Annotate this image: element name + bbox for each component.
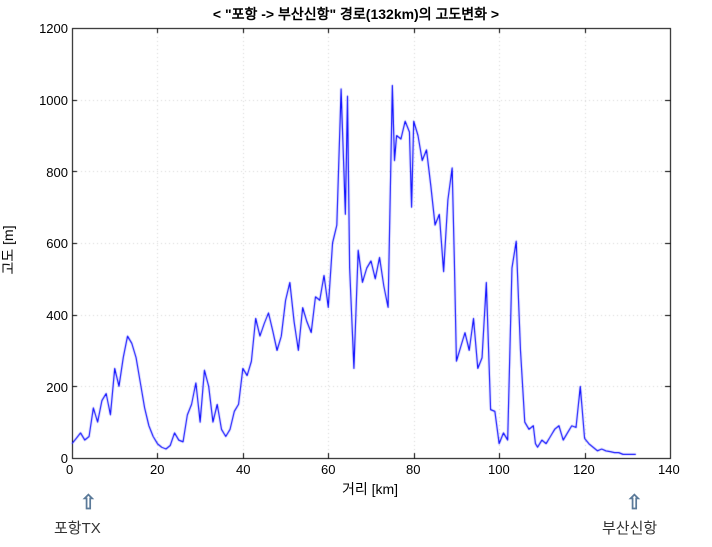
chart-title: < "포항 -> 부산신항" 경로(132km)의 고도변화 > [0,4,712,24]
end-point-label: 부산신항 [602,517,657,538]
ytick-3: 600 [40,236,68,251]
xtick-1: 20 [150,462,164,477]
ytick-4: 800 [40,165,68,180]
xtick-0: 0 [66,462,73,477]
y-axis-label: 고도 [m] [0,225,18,274]
up-arrow-icon: ⇧ [80,490,97,515]
ytick-1: 200 [40,380,68,395]
up-arrow-icon: ⇧ [626,490,643,515]
ytick-2: 400 [40,308,68,323]
ytick-0: 0 [40,451,68,466]
elevation-chart-canvas [0,0,712,547]
ytick-6: 1200 [34,21,68,36]
x-axis-label: 거리 [km] [342,479,398,499]
ytick-5: 1000 [34,93,68,108]
xtick-6: 120 [573,462,595,477]
xtick-2: 40 [236,462,250,477]
xtick-4: 80 [406,462,420,477]
xtick-7: 140 [658,462,680,477]
start-point-label: 포항TX [54,517,101,538]
xtick-5: 100 [488,462,510,477]
xtick-3: 60 [321,462,335,477]
